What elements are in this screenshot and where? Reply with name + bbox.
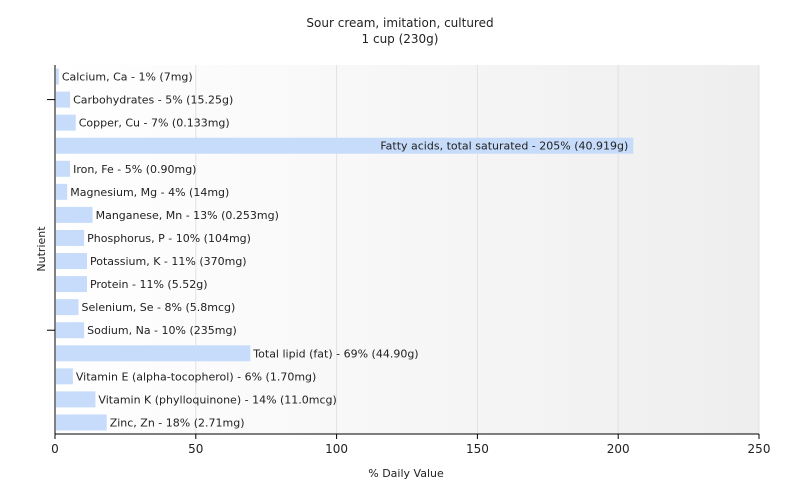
bar	[56, 206, 93, 223]
bar	[56, 391, 96, 408]
bar-label: Carbohydrates - 5% (15.25g)	[73, 94, 233, 107]
bar-label: Protein - 11% (5.52g)	[90, 278, 208, 291]
bar	[56, 299, 79, 316]
bar-label: Potassium, K - 11% (370mg)	[90, 255, 247, 268]
bar	[56, 276, 87, 293]
bar-label: Calcium, Ca - 1% (7mg)	[62, 71, 193, 84]
bar-label: Manganese, Mn - 13% (0.253mg)	[96, 209, 279, 222]
bar-label: Copper, Cu - 7% (0.133mg)	[79, 117, 230, 130]
plot-background	[55, 65, 759, 434]
bar-label: Fatty acids, total saturated - 205% (40.…	[380, 140, 628, 153]
bar-label: Vitamin E (alpha-tocopherol) - 6% (1.70m…	[76, 370, 316, 383]
bar	[56, 68, 59, 85]
bar-label: Iron, Fe - 5% (0.90mg)	[73, 163, 196, 176]
chart-title: Sour cream, imitation, cultured	[306, 16, 494, 30]
bar-label: Sodium, Na - 10% (235mg)	[87, 324, 237, 337]
x-tick-label: 50	[188, 442, 203, 456]
x-tick-label: 0	[51, 442, 59, 456]
bar	[56, 253, 87, 270]
bar	[56, 91, 71, 108]
bar	[56, 114, 76, 131]
bar-label: Selenium, Se - 8% (5.8mcg)	[82, 301, 236, 314]
bar-label: Magnesium, Mg - 4% (14mg)	[70, 186, 229, 199]
x-axis-label: % Daily Value	[368, 467, 444, 480]
x-tick-label: 200	[607, 442, 630, 456]
bar-label: Vitamin K (phylloquinone) - 14% (11.0mcg…	[98, 393, 336, 406]
x-tick-label: 100	[325, 442, 348, 456]
bar-label: Zinc, Zn - 18% (2.71mg)	[110, 416, 245, 429]
bar-label: Phosphorus, P - 10% (104mg)	[87, 232, 251, 245]
bar	[56, 183, 68, 200]
x-tick-label: 250	[748, 442, 771, 456]
bar	[56, 345, 251, 362]
bar	[56, 160, 71, 177]
bar	[56, 414, 107, 431]
bar	[56, 229, 85, 246]
bar	[56, 368, 73, 385]
x-tick-label: 150	[466, 442, 489, 456]
bar	[56, 137, 634, 154]
bar	[56, 322, 85, 339]
y-axis-label: Nutrient	[35, 226, 48, 272]
bar-label: Total lipid (fat) - 69% (44.90g)	[252, 347, 418, 360]
chart-subtitle: 1 cup (230g)	[361, 32, 439, 46]
